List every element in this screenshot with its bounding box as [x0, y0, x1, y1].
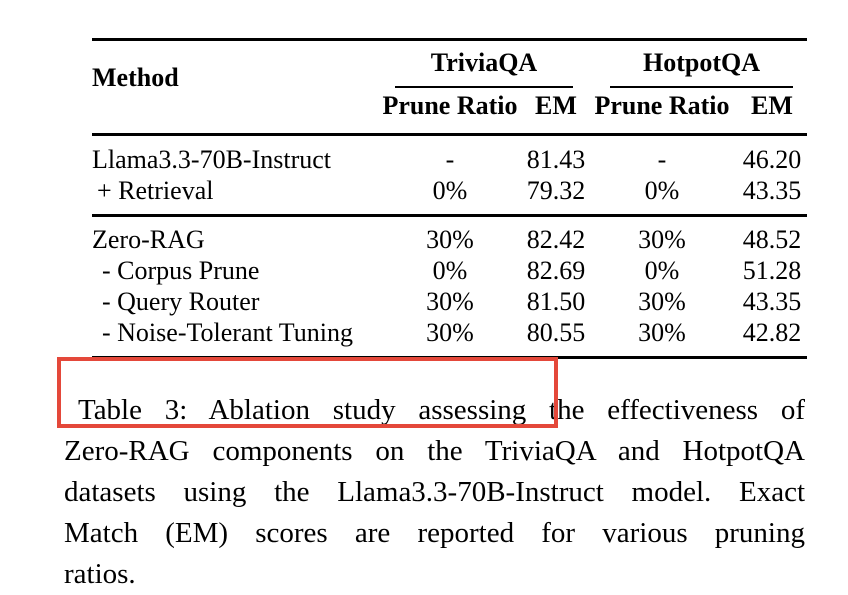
value-cell: 0%: [432, 256, 468, 285]
value-cell: 81.50: [526, 287, 586, 316]
table-row: Llama3.3-70B-Instruct - 81.43 - 46.20: [92, 144, 807, 175]
table-body-zerorag: Zero-RAG 30% 82.42 30% 48.52 - Corpus Prune 0%…: [92, 224, 807, 348]
column-group-hotpotqa: HotpotQA: [643, 48, 760, 77]
value-cell: 43.35: [742, 287, 802, 316]
value-cell: 82.42: [526, 225, 586, 254]
value-cell: 81.43: [526, 145, 586, 174]
caption-line: Table 3: Ablation study assessing the ef…: [78, 394, 805, 426]
value-cell: -: [445, 145, 455, 174]
value-cell: 0%: [432, 176, 468, 205]
value-cell: 0%: [644, 176, 680, 205]
triviaqa-cmidrule: [395, 86, 573, 88]
mid-rule: [92, 214, 807, 217]
caption-line: ratios.: [64, 558, 136, 590]
method-cell: - Corpus Prune: [102, 256, 260, 285]
value-cell: 51.28: [742, 256, 802, 285]
table-top-rule: [92, 38, 807, 41]
value-cell: 0%: [644, 256, 680, 285]
value-cell: 48.52: [742, 225, 802, 254]
value-cell: 82.69: [526, 256, 586, 285]
caption-line: Match (EM) scores are reported for vario…: [64, 517, 805, 549]
sub-header-em-hotpotqa: EM: [751, 91, 793, 120]
value-cell: 42.82: [742, 318, 802, 347]
method-cell: Zero-RAG: [92, 225, 205, 254]
sub-header-prune-ratio-hotpotqa: Prune Ratio: [594, 91, 730, 120]
sub-header-row: Prune Ratio EM Prune Ratio EM: [92, 93, 807, 119]
sub-header-spacer: [92, 93, 375, 119]
method-cell: - Query Router: [102, 287, 260, 316]
table-row: - Query Router 30% 81.50 30% 43.35: [92, 286, 807, 317]
annotation-box: [57, 357, 558, 428]
results-table: Method TriviaQA HotpotQA Prune Ratio EM …: [92, 38, 807, 360]
value-cell: 30%: [638, 318, 686, 347]
method-cell: + Retrieval: [97, 176, 214, 205]
value-cell: 43.35: [742, 176, 802, 205]
caption-line: datasets using the Llama3.3-70B-Instruct…: [64, 476, 805, 508]
method-cell: - Noise-Tolerant Tuning: [102, 318, 353, 347]
value-cell: 79.32: [526, 176, 586, 205]
table-caption: Table 3: Ablation study assessing the ef…: [64, 390, 805, 595]
method-cell: Llama3.3-70B-Instruct: [92, 145, 331, 174]
hotpotqa-cmidrule: [610, 86, 793, 88]
value-cell: 30%: [426, 225, 474, 254]
value-cell: 30%: [638, 287, 686, 316]
table-row: + Retrieval 0% 79.32 0% 43.35: [92, 175, 807, 206]
header-rule: [92, 133, 807, 136]
value-cell: 46.20: [742, 145, 802, 174]
table-row: - Corpus Prune 0% 82.69 0% 51.28: [92, 255, 807, 286]
value-cell: 30%: [638, 225, 686, 254]
table-body-baselines: Llama3.3-70B-Instruct -81.43-46.20 + Retri…: [92, 144, 807, 206]
value-cell: 30%: [426, 318, 474, 347]
value-cell: 30%: [426, 287, 474, 316]
table-row: - Noise-Tolerant Tuning 30% 80.55 30% 42.82: [92, 317, 807, 348]
caption-line: Zero-RAG components on the TriviaQA and …: [64, 435, 805, 467]
sub-header-em-triviaqa: EM: [535, 91, 577, 120]
column-header-method: Method: [92, 63, 179, 92]
sub-header-prune-ratio-triviaqa: Prune Ratio: [382, 91, 518, 120]
value-cell: 80.55: [526, 318, 586, 347]
value-cell: -: [657, 145, 667, 174]
table-row: Zero-RAG 30% 82.42 30% 48.52: [92, 224, 807, 255]
column-group-triviaqa: TriviaQA: [430, 48, 538, 77]
